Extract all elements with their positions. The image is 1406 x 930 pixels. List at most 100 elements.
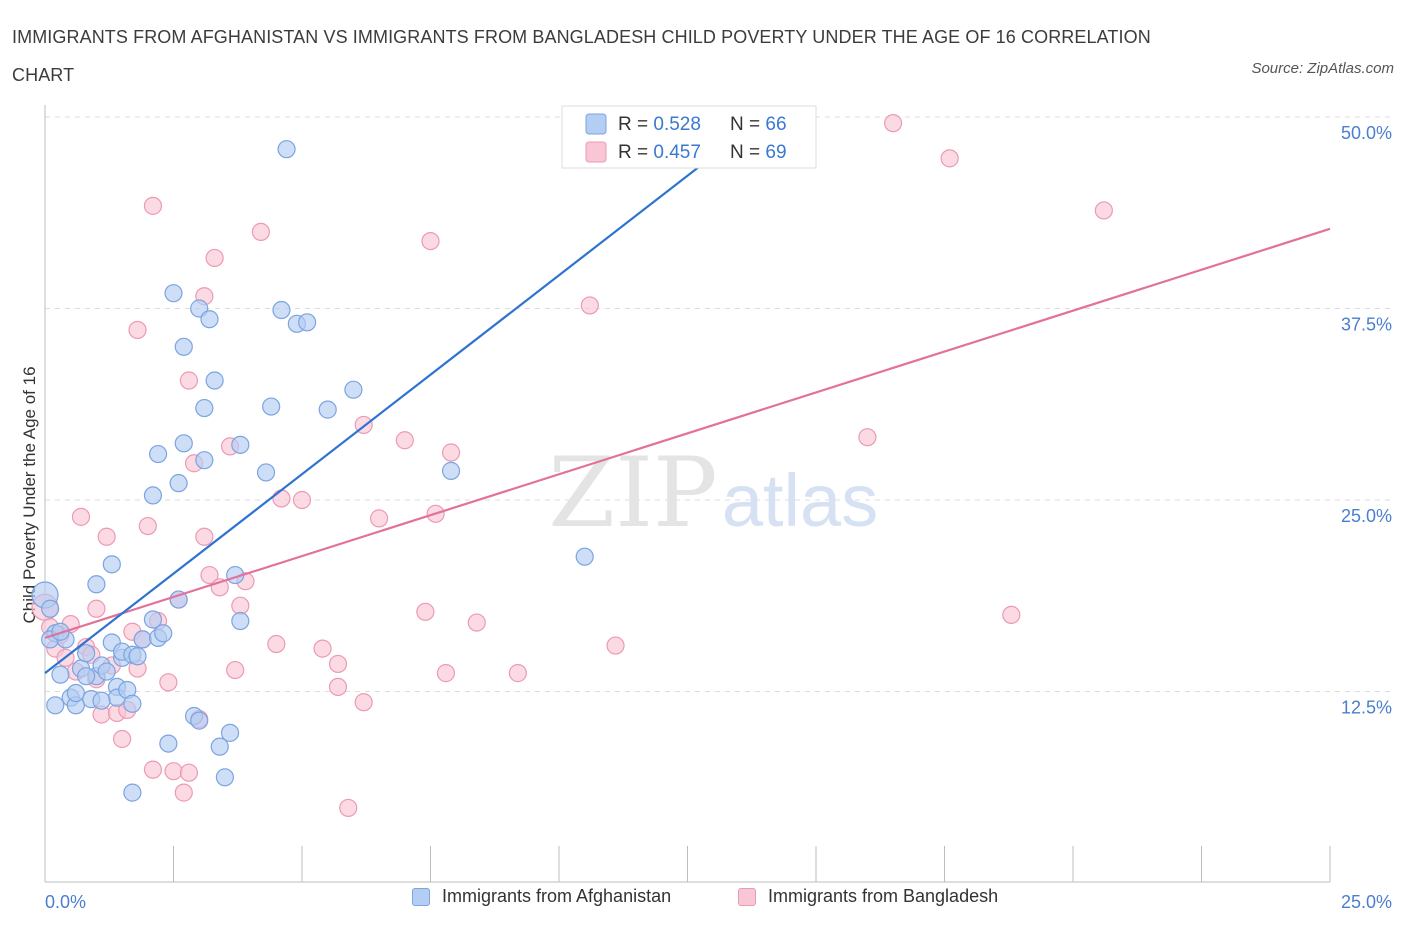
legend-n-value-2: 69	[765, 142, 786, 163]
point-bangladesh	[416, 602, 435, 621]
chart-title: IMMIGRANTS FROM AFGHANISTAN VS IMMIGRANT…	[12, 27, 1151, 85]
point-afghanistan	[195, 451, 214, 470]
point-afghanistan	[277, 140, 296, 159]
svg-text:N = 69: N = 69	[730, 142, 787, 163]
chart-source: Source: ZipAtlas.com	[1251, 60, 1394, 77]
point-afghanistan	[262, 397, 281, 416]
point-afghanistan	[148, 444, 168, 464]
svg-text:R = 0.528: R = 0.528	[618, 114, 701, 135]
point-bangladesh	[467, 613, 486, 632]
point-bangladesh	[858, 428, 877, 447]
point-afghanistan	[51, 665, 70, 684]
legend-item-afghanistan: Immigrants from Afghanistan	[412, 886, 671, 907]
trend-line-bangladesh	[44, 227, 1331, 639]
point-afghanistan	[272, 300, 291, 320]
point-afghanistan	[174, 337, 193, 356]
point-afghanistan	[97, 662, 116, 681]
point-bangladesh	[883, 114, 903, 133]
point-bangladesh	[370, 509, 389, 528]
point-bangladesh	[292, 490, 312, 510]
point-afghanistan	[51, 622, 70, 641]
legend-label-afghanistan: Immigrants from Afghanistan	[442, 886, 672, 906]
point-afghanistan	[169, 474, 188, 493]
watermark-zip: ZIP	[548, 437, 717, 549]
point-bangladesh	[71, 507, 91, 526]
point-bangladesh	[138, 516, 157, 536]
y-tick-label: 50.0%	[1341, 123, 1392, 143]
trend-lines	[44, 119, 1331, 674]
point-bangladesh	[328, 677, 348, 697]
legend-label-bangladesh: Immigrants from Bangladesh	[768, 886, 999, 906]
point-bangladesh	[226, 660, 245, 680]
legend-r-label-1: R =	[618, 114, 653, 135]
point-afghanistan	[318, 400, 337, 419]
point-afghanistan	[128, 647, 147, 666]
point-bangladesh	[97, 527, 116, 546]
point-afghanistan	[46, 696, 65, 715]
x-tick-label: 25.0%	[1341, 892, 1392, 912]
point-bangladesh	[606, 636, 625, 655]
point-bangladesh	[272, 489, 291, 508]
legend-swatch-afghanistan-bottom	[412, 887, 430, 906]
point-bangladesh	[164, 762, 183, 781]
point-bangladesh	[267, 634, 286, 654]
point-afghanistan	[256, 463, 276, 482]
legend-swatch-afghanistan	[585, 113, 607, 135]
point-afghanistan	[344, 380, 363, 399]
point-bangladesh	[354, 693, 373, 712]
point-bangladesh	[251, 222, 270, 241]
point-bangladesh	[143, 196, 163, 215]
point-bangladesh	[179, 763, 199, 782]
legend-n-value-1: 66	[765, 114, 786, 135]
point-afghanistan	[210, 737, 229, 756]
point-bangladesh	[159, 673, 178, 692]
point-afghanistan	[215, 768, 234, 787]
point-bangladesh	[395, 431, 414, 450]
point-bangladesh	[313, 639, 332, 658]
point-bangladesh	[940, 149, 959, 168]
watermark-atlas: atlas	[722, 459, 878, 542]
point-bangladesh	[441, 443, 461, 462]
point-afghanistan	[92, 691, 111, 710]
series-afghanistan-points	[31, 140, 594, 802]
svg-text:N = 66: N = 66	[730, 114, 787, 135]
point-bangladesh	[87, 599, 106, 618]
legend-top: R = 0.528 N = 66 R = 0.457 N = 69	[561, 105, 817, 169]
point-afghanistan	[87, 575, 106, 594]
point-afghanistan	[123, 783, 142, 802]
point-afghanistan	[143, 486, 163, 505]
point-afghanistan	[169, 590, 188, 609]
legend-n-label-1: N =	[730, 114, 765, 135]
point-bangladesh	[128, 320, 147, 340]
axes	[44, 105, 1331, 883]
legend-n-label-2: N =	[730, 142, 765, 163]
legend-item-bangladesh: Immigrants from Bangladesh	[738, 886, 998, 907]
point-afghanistan	[159, 734, 178, 753]
point-afghanistan	[174, 434, 193, 453]
point-afghanistan	[133, 630, 152, 649]
x-tick-label: 0.0%	[45, 892, 86, 912]
point-bangladesh	[508, 664, 527, 683]
point-afghanistan	[298, 313, 317, 332]
point-afghanistan	[441, 461, 461, 480]
point-afghanistan	[143, 610, 163, 629]
y-tick-label: 37.5%	[1341, 315, 1392, 335]
legend-bottom: Immigrants from Afghanistan Immigrants f…	[0, 886, 1406, 918]
point-bangladesh	[174, 783, 193, 802]
point-afghanistan	[41, 599, 60, 618]
point-bangladesh	[231, 596, 250, 615]
point-bangladesh	[112, 729, 132, 749]
legend-swatch-bangladesh	[585, 141, 607, 163]
point-afghanistan	[102, 555, 121, 574]
point-bangladesh	[1002, 605, 1021, 625]
legend-r-label-2: R =	[618, 142, 653, 163]
point-afghanistan	[200, 310, 219, 329]
point-bangladesh	[179, 371, 199, 390]
tick-labels: 12.5% 25.0% 37.5% 50.0% 0.0% 25.0%	[45, 123, 1392, 912]
point-afghanistan	[195, 398, 214, 418]
point-afghanistan	[66, 683, 85, 703]
point-afghanistan	[154, 624, 173, 643]
point-afghanistan	[575, 547, 594, 566]
point-bangladesh	[200, 565, 219, 585]
legend-r-value-1: 0.528	[653, 114, 701, 135]
